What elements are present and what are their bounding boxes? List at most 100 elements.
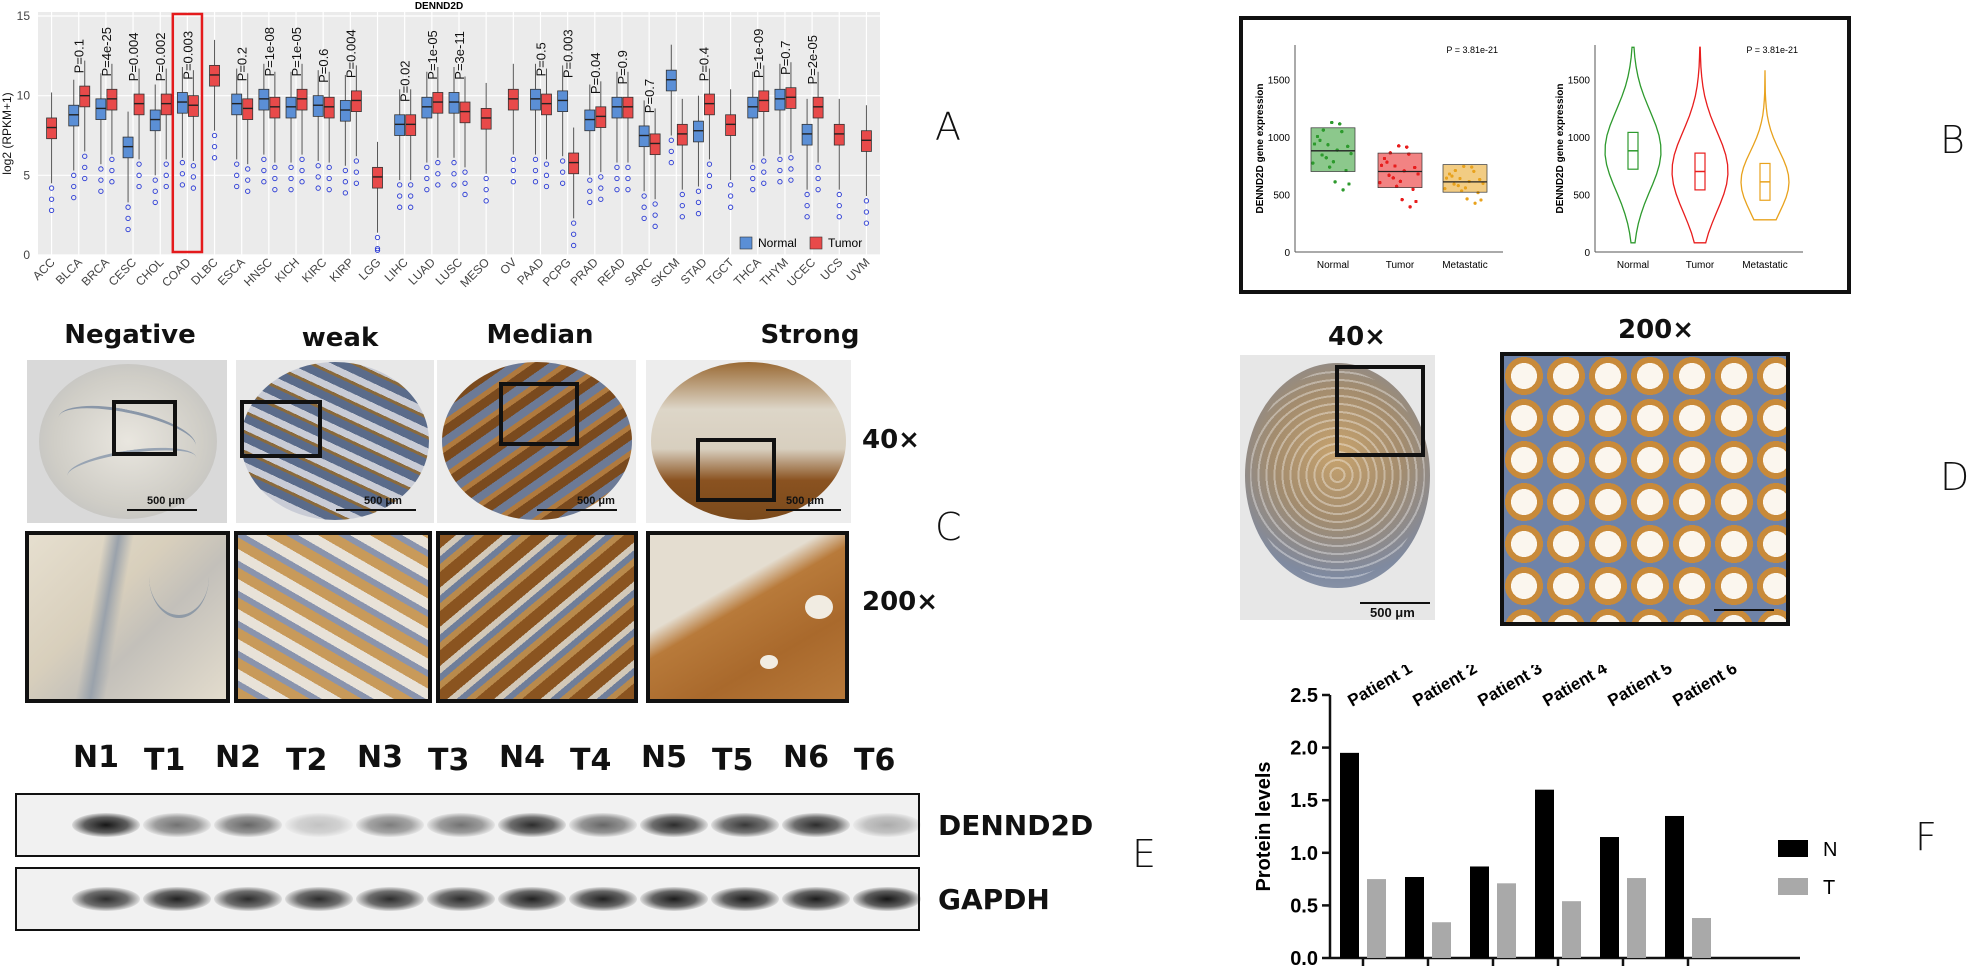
outlier-point bbox=[727, 204, 734, 210]
outlier-point bbox=[706, 172, 713, 178]
outlier-point bbox=[424, 187, 430, 193]
x-tick-label: PCPG bbox=[540, 255, 574, 289]
p-value-label: P=0.002 bbox=[153, 33, 168, 82]
outlier-point bbox=[863, 220, 870, 226]
bar-t bbox=[1562, 901, 1581, 958]
panel-a: 0 5 10 15 log2 (RPKM+1) DENND2D ACC P=0.1 BLCA P=… bbox=[0, 0, 900, 300]
bar-t bbox=[1432, 922, 1451, 958]
bar-n bbox=[1340, 752, 1359, 958]
legend-normal-label: Normal bbox=[758, 236, 797, 250]
outlier-point bbox=[804, 214, 810, 220]
outlier-point bbox=[82, 153, 88, 159]
outlier-point bbox=[125, 226, 131, 233]
blot-band bbox=[853, 813, 921, 837]
outlier-point bbox=[836, 202, 842, 209]
blot-band bbox=[853, 887, 921, 911]
mag-40x-label-c: 40× bbox=[862, 425, 920, 455]
jitter-point bbox=[1411, 187, 1415, 191]
outlier-point bbox=[668, 159, 674, 166]
zoom-box bbox=[112, 400, 177, 456]
blot-gapdh bbox=[15, 867, 921, 931]
ihc-40x-negative: 500 μm bbox=[27, 360, 227, 523]
x-tick-label: Normal bbox=[1317, 260, 1349, 271]
label-gapdh: GAPDH bbox=[938, 883, 1050, 916]
outlier-point bbox=[152, 177, 158, 183]
outlier-point bbox=[614, 187, 620, 193]
box-normal bbox=[638, 125, 650, 148]
p-value-label: P=0.004 bbox=[126, 33, 141, 82]
outlier-point bbox=[652, 201, 658, 207]
outlier-point bbox=[48, 196, 55, 202]
jitter-point bbox=[1414, 200, 1418, 204]
ihc-40x-strong: 500 μm bbox=[646, 360, 851, 523]
y-tick-label: 10 bbox=[17, 89, 31, 103]
x-tick-label: THYM bbox=[757, 255, 791, 289]
outlier-point bbox=[815, 175, 821, 182]
box-tumor bbox=[209, 64, 220, 87]
blot-band bbox=[356, 813, 424, 837]
outlier-point bbox=[727, 182, 734, 188]
y-tick-label: 1.0 bbox=[1290, 843, 1318, 865]
y-tick-label: 1500 bbox=[1268, 76, 1291, 87]
x-tick-label: UCS bbox=[818, 255, 846, 283]
outlier-point bbox=[435, 182, 441, 188]
x-tick-label: Normal bbox=[1617, 260, 1649, 271]
outlier-point bbox=[543, 161, 550, 167]
outlier-point bbox=[483, 187, 489, 193]
x-tick-label: SARC bbox=[622, 255, 656, 289]
outlier-point bbox=[462, 191, 468, 198]
box-tumor bbox=[812, 96, 824, 119]
box-tumor bbox=[160, 93, 172, 116]
outlier-point bbox=[109, 156, 115, 163]
outlier-point bbox=[125, 204, 131, 210]
ihc-40x-normal-tissue: 500 μm bbox=[1240, 355, 1435, 620]
mag-200x-label-c: 200× bbox=[862, 587, 939, 617]
legend-tumor-label: Tumor bbox=[828, 236, 862, 250]
jitter-point bbox=[1330, 120, 1334, 124]
ihc-200x-weak bbox=[234, 531, 432, 703]
box-tumor bbox=[432, 92, 444, 114]
box-normal bbox=[231, 93, 243, 116]
outlier-point bbox=[342, 179, 349, 185]
outlier-point bbox=[761, 169, 767, 175]
box bbox=[1442, 164, 1488, 193]
y-tick-label: 1500 bbox=[1568, 76, 1591, 87]
blot-band bbox=[498, 813, 566, 837]
outlier-point bbox=[234, 172, 240, 178]
p-value-label: P=0.003 bbox=[561, 29, 576, 78]
outlier-point bbox=[408, 182, 414, 188]
x-tick-label: Tumor bbox=[1686, 260, 1715, 271]
outlier-point bbox=[326, 175, 332, 182]
outlier-point bbox=[353, 180, 360, 186]
jitter-point bbox=[1408, 205, 1412, 209]
grade-median: Median bbox=[486, 320, 594, 350]
jitter-point bbox=[1465, 197, 1469, 201]
y-tick-label: 500 bbox=[1573, 191, 1590, 202]
zoom-box bbox=[240, 400, 322, 458]
outlier-point bbox=[234, 183, 240, 190]
outlier-point bbox=[397, 204, 403, 210]
grade-weak: weak bbox=[301, 323, 379, 353]
outlier-point bbox=[234, 161, 240, 167]
outlier-point bbox=[788, 177, 794, 183]
outlier-point bbox=[109, 179, 115, 185]
box-tumor bbox=[459, 101, 471, 124]
panel-letter-a: A bbox=[935, 105, 961, 149]
outlier-point bbox=[788, 166, 794, 172]
box-normal bbox=[95, 98, 107, 120]
box-normal bbox=[68, 104, 80, 127]
outlier-point bbox=[706, 161, 713, 167]
box-tumor bbox=[480, 108, 492, 130]
box-normal bbox=[747, 96, 759, 119]
outlier-point bbox=[326, 164, 332, 171]
jitter-point bbox=[1473, 201, 1477, 205]
x-tick-label: KICH bbox=[272, 255, 302, 285]
outlier-point bbox=[435, 159, 441, 166]
blot-band bbox=[285, 887, 353, 911]
outlier-point bbox=[136, 161, 142, 167]
outlier-point bbox=[761, 180, 767, 186]
panel-b-frame: 0 500 1000 1500 DENND2D gene expression P = 3… bbox=[1239, 16, 1851, 294]
y-axis-label: DENND2D gene expression bbox=[1555, 83, 1566, 213]
outlier-point bbox=[211, 132, 218, 139]
ihc-200x-median bbox=[436, 531, 638, 703]
